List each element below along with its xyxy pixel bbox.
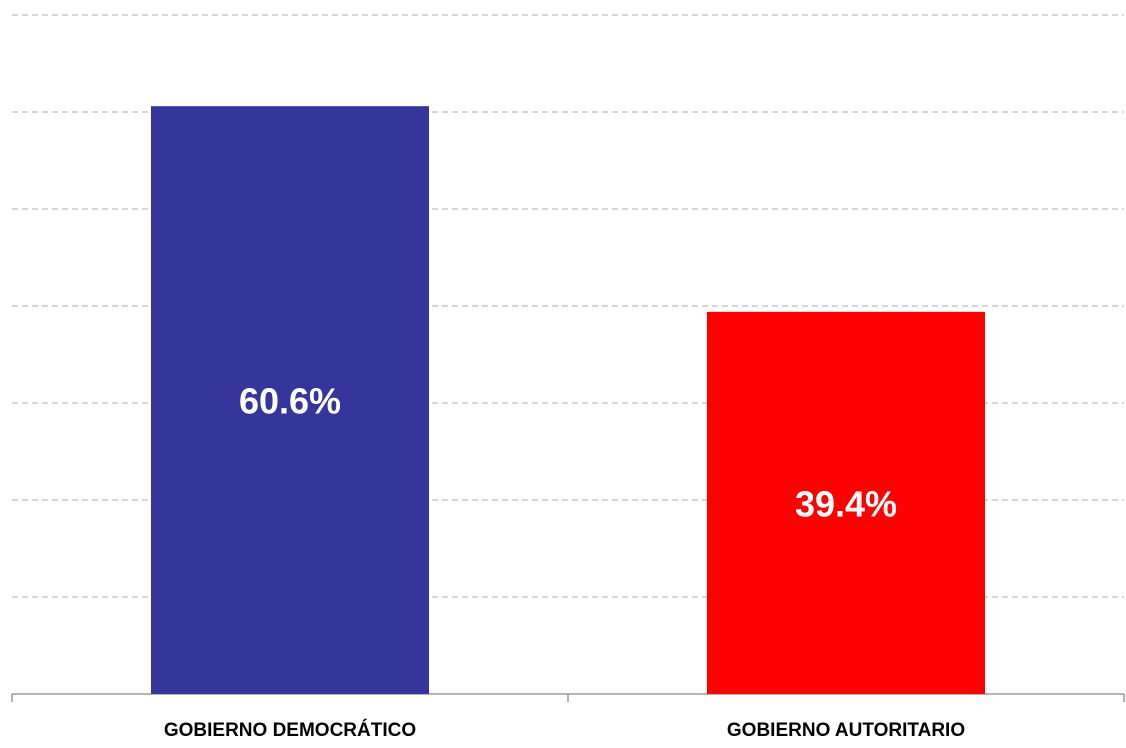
x-tick-label: GOBIERNO DEMOCRÁTICO — [164, 719, 416, 741]
x-tick-label: GOBIERNO AUTORITARIO — [727, 720, 965, 741]
value-label: 60.6% — [239, 381, 341, 422]
bar — [151, 106, 429, 695]
bar — [707, 311, 985, 694]
value-label: 39.4% — [795, 483, 897, 524]
